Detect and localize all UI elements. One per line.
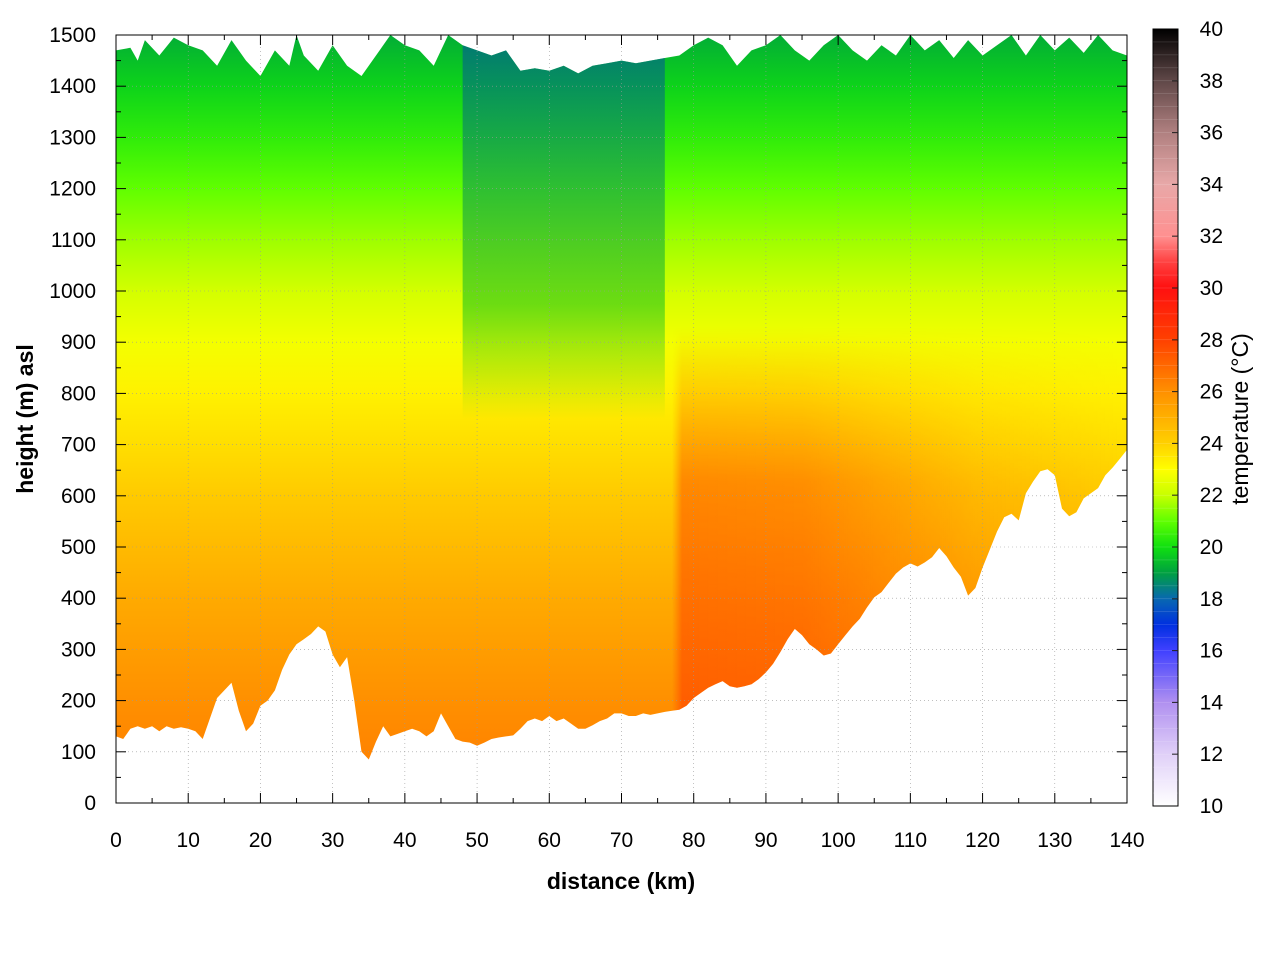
colorbar-tick-label: 10 <box>1200 795 1223 818</box>
y-axis-title: height (m) asl <box>12 344 38 494</box>
y-tick-label: 1400 <box>49 75 96 98</box>
colorbar-tick-label: 12 <box>1200 743 1223 766</box>
colorbar: 10 12 14 16 18 20 22 24 26 28 30 32 34 36 38 40 <box>1152 18 1224 818</box>
y-tick-label: 1000 <box>49 280 96 303</box>
y-tick-label: 1200 <box>49 178 96 201</box>
y-tick-label: 300 <box>61 638 96 661</box>
colorbar-tick-label: 18 <box>1200 588 1223 611</box>
y-tick-label: 100 <box>61 741 96 764</box>
x-tick-label: 110 <box>894 829 927 852</box>
colorbar-fill <box>1152 28 1179 807</box>
x-tick-label: 20 <box>249 829 272 852</box>
colorbar-tick-label: 28 <box>1200 329 1223 352</box>
x-tick-label: 130 <box>1037 829 1072 852</box>
x-tick-label: 100 <box>821 829 856 852</box>
y-tick-label: 800 <box>61 382 96 405</box>
colorbar-tick-label: 36 <box>1200 122 1223 145</box>
x-tick-label: 80 <box>682 829 705 852</box>
colorbar-tick-label: 16 <box>1200 640 1223 663</box>
colorbar-tick-label: 32 <box>1200 225 1223 248</box>
colorbar-tick-label: 26 <box>1200 381 1223 404</box>
y-tick-label: 700 <box>61 434 96 457</box>
x-tick-label: 40 <box>393 829 416 852</box>
y-tick-label: 500 <box>61 536 96 559</box>
x-tick-label: 10 <box>177 829 200 852</box>
x-tick-label: 50 <box>465 829 488 852</box>
colorbar-tick-label: 30 <box>1200 277 1223 300</box>
y-tick-label: 1500 <box>49 24 96 47</box>
y-tick-label: 200 <box>61 690 96 713</box>
x-tick-label: 120 <box>965 829 1000 852</box>
colorbar-tick-label: 24 <box>1200 432 1224 455</box>
y-tick-label: 900 <box>61 331 96 354</box>
x-tick-label: 30 <box>321 829 344 852</box>
y-tick-label: 600 <box>61 485 96 508</box>
grid-lines <box>116 35 1127 803</box>
y-tick-label: 400 <box>61 587 96 610</box>
colorbar-tick-label: 22 <box>1200 484 1223 507</box>
y-tick-label: 1300 <box>49 126 96 149</box>
x-axis: 0 10 20 30 40 50 60 70 80 90 100 110 120 130 140 <box>110 35 1145 852</box>
y-axis: 0 100 200 300 400 500 600 700 800 900 1000 1100 1200… <box>49 24 1127 815</box>
colorbar-tick-label: 40 <box>1200 18 1223 41</box>
x-axis-title: distance (km) <box>547 868 695 894</box>
colorbar-tick-label: 34 <box>1200 173 1224 196</box>
x-tick-label: 0 <box>110 829 122 852</box>
colorbar-tick-label: 38 <box>1200 70 1223 93</box>
colorbar-tick-label: 14 <box>1200 691 1224 714</box>
x-tick-label: 70 <box>610 829 633 852</box>
x-tick-label: 60 <box>538 829 561 852</box>
y-tick-label: 1100 <box>51 229 96 252</box>
cool-column-overlay <box>462 35 665 760</box>
x-tick-label: 140 <box>1109 829 1144 852</box>
colorbar-title: temperature (°C) <box>1227 333 1253 505</box>
x-tick-label: 90 <box>754 829 777 852</box>
y-tick-label: 0 <box>84 792 96 815</box>
colorbar-tick-label: 20 <box>1200 536 1223 559</box>
